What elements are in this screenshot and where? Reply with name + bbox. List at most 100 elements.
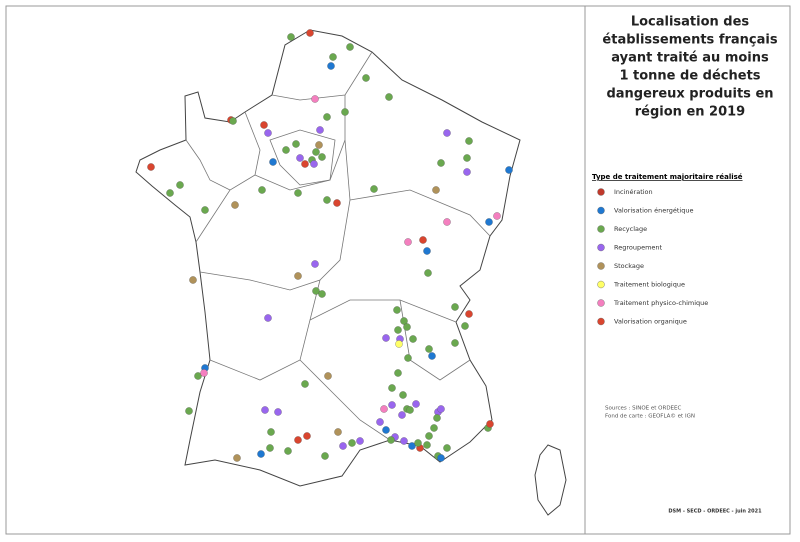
facility-dot — [403, 323, 411, 331]
facility-dot — [318, 290, 326, 298]
facility-dot — [321, 452, 329, 460]
facility-dot — [274, 408, 282, 416]
legend-label: Incinération — [614, 188, 653, 196]
legend-label: Stockage — [614, 262, 644, 270]
legend-swatch — [597, 299, 605, 307]
credit: DSM - SECD - ORDEEC - juin 2021 — [668, 509, 762, 515]
facility-dot — [362, 74, 370, 82]
facility-dot — [267, 428, 275, 436]
facility-dot — [318, 153, 326, 161]
legend-swatch — [597, 225, 605, 233]
facility-dot — [315, 141, 323, 149]
facility-dot — [292, 140, 300, 148]
facility-dot — [382, 334, 390, 342]
title-line: établissements français — [602, 33, 777, 48]
facility-dot — [301, 380, 309, 388]
facility-dot — [451, 339, 459, 347]
region-borders — [185, 51, 491, 441]
facility-dot — [194, 372, 202, 380]
legend-swatch — [597, 280, 605, 289]
facility-dot — [485, 218, 493, 226]
facility-dot — [339, 442, 347, 450]
facility-dot — [443, 129, 451, 137]
legend-swatch — [597, 317, 605, 326]
facility-dot — [327, 62, 335, 70]
facility-dot — [432, 186, 440, 194]
facility-dot — [316, 126, 324, 134]
facility-dot — [404, 238, 412, 246]
title-line: 1 tonne de déchets — [619, 69, 760, 84]
facility-dot — [166, 189, 174, 197]
facility-dot — [176, 181, 184, 189]
facility-dot — [189, 276, 197, 284]
facility-dot — [425, 432, 433, 440]
source-line: Fond de carte : GEOFLA© et IGN — [605, 413, 695, 420]
facility-dot — [311, 260, 319, 268]
facility-dot — [346, 43, 354, 51]
facility-dot — [387, 436, 395, 444]
facility-dot — [306, 29, 314, 37]
france-outline — [135, 29, 521, 487]
facility-dot — [200, 369, 208, 377]
facility-dot — [356, 437, 364, 445]
legend: Incinération Valorisation énergétique Recy… — [597, 188, 708, 326]
facility-dot — [264, 129, 272, 137]
facility-dot — [388, 384, 396, 392]
facility-dot — [486, 420, 494, 428]
facility-dot — [437, 454, 445, 462]
facility-dot — [425, 345, 433, 353]
facility-dot — [261, 406, 269, 414]
facility-dot — [294, 189, 302, 197]
facility-dot — [258, 186, 266, 194]
facility-dot — [395, 340, 403, 348]
facility-dot — [324, 372, 332, 380]
facility-dot — [323, 113, 331, 121]
facility-dot — [287, 33, 295, 41]
facility-dot — [264, 314, 272, 322]
legend-title: Type de traitement majoritaire réalisé — [592, 173, 743, 181]
facility-dot — [394, 369, 402, 377]
facility-dot — [284, 447, 292, 455]
facility-dot — [376, 418, 384, 426]
facility-dot — [201, 206, 209, 214]
legend-swatch — [597, 188, 605, 196]
facility-dot — [493, 212, 501, 220]
facility-dot — [404, 354, 412, 362]
facility-dot — [412, 400, 420, 408]
facility-dot — [388, 401, 396, 409]
title-line: région en 2019 — [635, 105, 745, 120]
title-line: dangereux produits en — [606, 87, 773, 102]
legend-label: Valorisation organique — [614, 318, 687, 326]
facility-dot — [294, 272, 302, 280]
facility-dot — [465, 137, 473, 145]
legend-label: Recyclage — [614, 225, 647, 233]
facility-dots — [147, 29, 513, 462]
facility-dot — [423, 441, 431, 449]
source-line: Sources : SINOE et ORDEEC — [605, 406, 682, 412]
facility-dot — [147, 163, 155, 171]
facility-dot — [437, 405, 445, 413]
facility-dot — [301, 160, 309, 168]
facility-dot — [334, 428, 342, 436]
facility-dot — [419, 236, 427, 244]
facility-dot — [380, 405, 388, 413]
facility-dot — [400, 317, 408, 325]
facility-dot — [451, 303, 459, 311]
facility-dot — [233, 454, 241, 462]
facility-dot — [400, 437, 408, 445]
facility-dot — [260, 121, 268, 129]
facility-dot — [294, 436, 302, 444]
facility-dot — [406, 406, 414, 414]
facility-dot — [398, 411, 406, 419]
facility-dot — [424, 269, 432, 277]
facility-dot — [348, 439, 356, 447]
facility-dot — [329, 53, 337, 61]
facility-dot — [385, 93, 393, 101]
facility-dot — [430, 424, 438, 432]
facility-dot — [312, 287, 320, 295]
title: Localisation des établissements français… — [602, 15, 777, 120]
facility-dot — [303, 432, 311, 440]
facility-dot — [231, 201, 239, 209]
facility-dot — [312, 148, 320, 156]
